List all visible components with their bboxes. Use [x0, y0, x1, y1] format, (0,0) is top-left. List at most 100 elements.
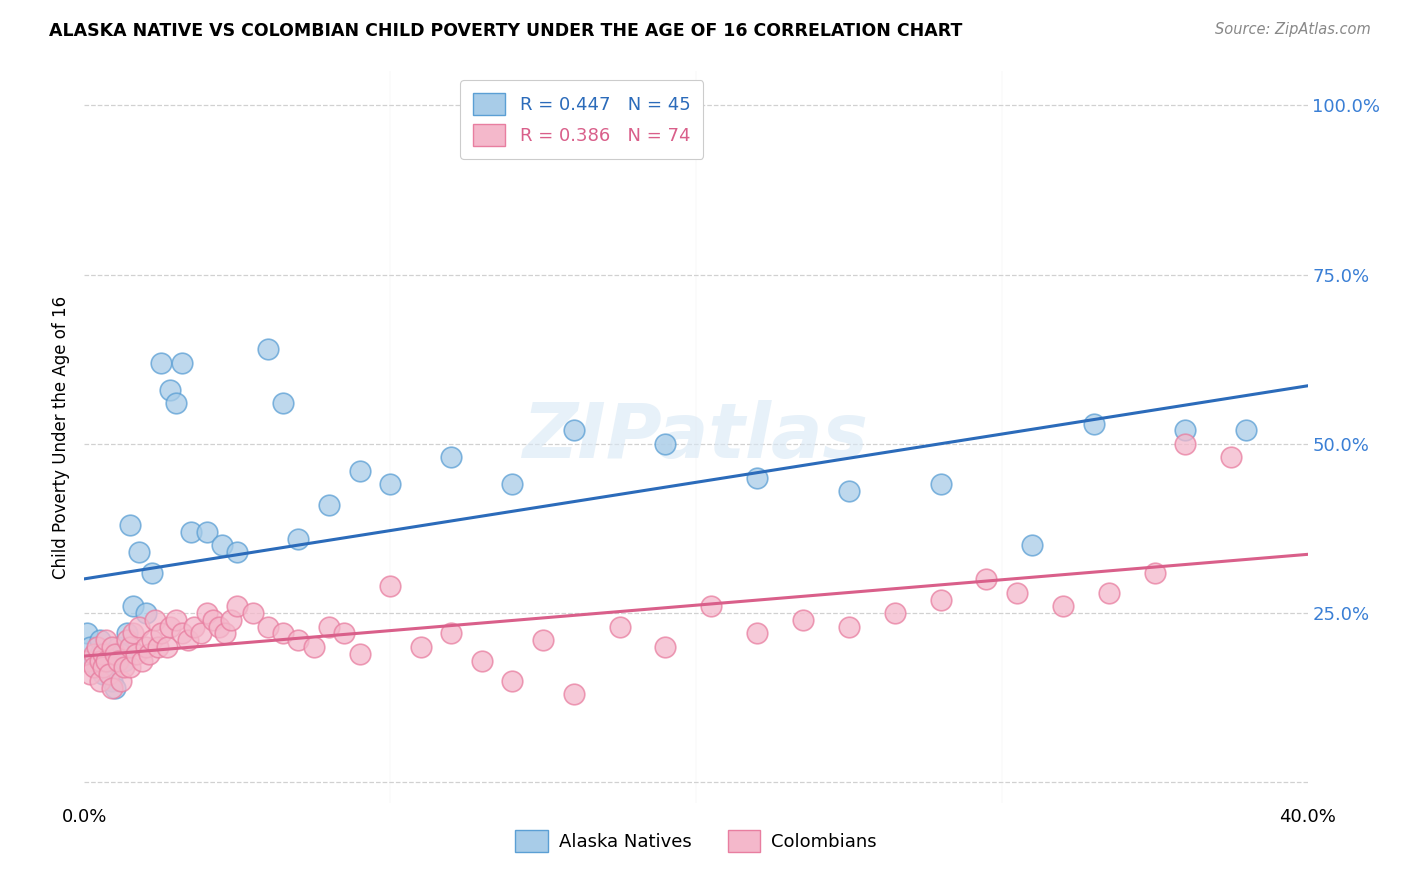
Point — [135, 640, 157, 654]
Point — [183, 620, 205, 634]
Point — [172, 355, 194, 369]
Point — [104, 681, 127, 695]
Point — [747, 471, 769, 485]
Point — [141, 566, 163, 580]
Point — [349, 647, 371, 661]
Point — [1098, 586, 1121, 600]
Point — [89, 633, 111, 648]
Point — [110, 647, 132, 661]
Point — [83, 654, 105, 668]
Point — [172, 626, 194, 640]
Point — [531, 633, 554, 648]
Point — [747, 626, 769, 640]
Point — [700, 599, 723, 614]
Point — [94, 633, 117, 648]
Point — [76, 654, 98, 668]
Point — [195, 524, 218, 539]
Point — [654, 437, 676, 451]
Point — [97, 667, 120, 681]
Point — [409, 640, 432, 654]
Point — [101, 673, 124, 688]
Point — [135, 606, 157, 620]
Point — [1220, 450, 1243, 465]
Point — [76, 626, 98, 640]
Point — [380, 579, 402, 593]
Point — [107, 640, 129, 654]
Point — [201, 613, 224, 627]
Point — [287, 633, 309, 648]
Point — [89, 673, 111, 688]
Point — [180, 524, 202, 539]
Point — [838, 620, 860, 634]
Point — [120, 518, 142, 533]
Point — [929, 477, 952, 491]
Legend: Alaska Natives, Colombians: Alaska Natives, Colombians — [508, 823, 884, 860]
Point — [79, 667, 101, 681]
Point — [838, 484, 860, 499]
Point — [94, 654, 117, 668]
Point — [302, 640, 325, 654]
Point — [165, 613, 187, 627]
Point — [929, 592, 952, 607]
Point — [112, 660, 135, 674]
Point — [471, 654, 494, 668]
Point — [91, 660, 114, 674]
Point — [440, 626, 463, 640]
Point — [149, 626, 172, 640]
Point — [120, 660, 142, 674]
Point — [97, 660, 120, 674]
Point — [86, 660, 108, 674]
Point — [143, 613, 166, 627]
Point — [159, 620, 181, 634]
Point — [242, 606, 264, 620]
Point — [91, 667, 114, 681]
Point — [1083, 417, 1105, 431]
Point — [146, 640, 169, 654]
Point — [122, 626, 145, 640]
Point — [165, 396, 187, 410]
Y-axis label: Child Poverty Under the Age of 16: Child Poverty Under the Age of 16 — [52, 295, 70, 579]
Text: ALASKA NATIVE VS COLOMBIAN CHILD POVERTY UNDER THE AGE OF 16 CORRELATION CHART: ALASKA NATIVE VS COLOMBIAN CHILD POVERTY… — [49, 22, 963, 40]
Point — [257, 342, 280, 356]
Point — [562, 688, 585, 702]
Point — [883, 606, 905, 620]
Point — [138, 647, 160, 661]
Point — [86, 640, 108, 654]
Point — [94, 654, 117, 668]
Point — [141, 633, 163, 648]
Point — [208, 620, 231, 634]
Point — [115, 626, 138, 640]
Point — [1174, 437, 1197, 451]
Point — [177, 633, 200, 648]
Point — [349, 464, 371, 478]
Point — [226, 545, 249, 559]
Point — [214, 626, 236, 640]
Point — [271, 626, 294, 640]
Point — [380, 477, 402, 491]
Point — [609, 620, 631, 634]
Point — [1005, 586, 1028, 600]
Point — [287, 532, 309, 546]
Point — [1143, 566, 1166, 580]
Point — [226, 599, 249, 614]
Point — [1236, 423, 1258, 437]
Point — [101, 681, 124, 695]
Point — [122, 599, 145, 614]
Point — [1174, 423, 1197, 437]
Point — [112, 654, 135, 668]
Point — [104, 647, 127, 661]
Point — [654, 640, 676, 654]
Text: Source: ZipAtlas.com: Source: ZipAtlas.com — [1215, 22, 1371, 37]
Point — [131, 654, 153, 668]
Point — [128, 545, 150, 559]
Point — [83, 647, 105, 661]
Text: ZIPatlas: ZIPatlas — [523, 401, 869, 474]
Point — [257, 620, 280, 634]
Point — [101, 640, 124, 654]
Point — [562, 423, 585, 437]
Point — [190, 626, 212, 640]
Point — [83, 660, 105, 674]
Point — [440, 450, 463, 465]
Point — [792, 613, 814, 627]
Point — [89, 647, 111, 661]
